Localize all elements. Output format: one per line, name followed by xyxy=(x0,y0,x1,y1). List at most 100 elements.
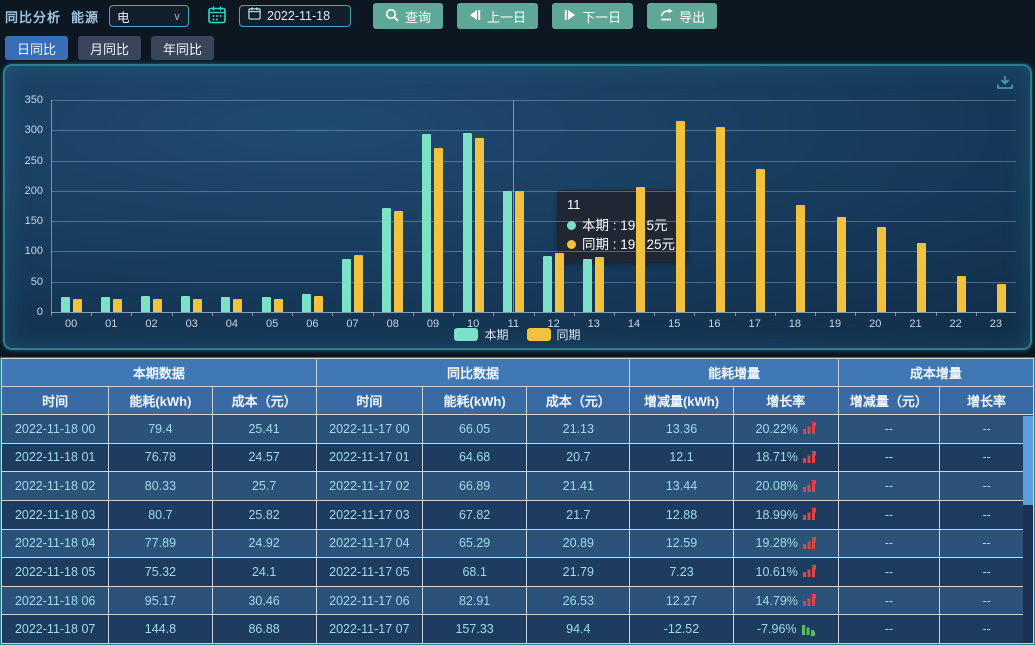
bar-group-03[interactable] xyxy=(172,100,212,312)
calendar-button[interactable] xyxy=(205,4,229,28)
bar-group-01[interactable] xyxy=(91,100,131,312)
legend-item-current[interactable]: 本期 xyxy=(454,326,509,343)
bar-previous-21[interactable] xyxy=(916,243,926,312)
tab-month-yoy[interactable]: 月同比 xyxy=(78,36,142,60)
bar-current-09[interactable] xyxy=(422,134,432,312)
bar-group-23[interactable] xyxy=(976,100,1016,312)
bar-previous-20[interactable] xyxy=(876,227,886,312)
x-axis-tick xyxy=(694,312,696,316)
cell-yoy_kwh: 66.05 xyxy=(421,414,528,444)
bar-current-06[interactable] xyxy=(301,294,311,312)
bar-current-13[interactable] xyxy=(583,259,593,312)
column-header-6: 增减量(kWh) xyxy=(629,386,734,415)
tooltip-title: 11 xyxy=(567,197,581,212)
bar-previous-04[interactable] xyxy=(233,299,243,312)
bar-group-13[interactable] xyxy=(574,100,614,312)
bar-previous-07[interactable] xyxy=(354,255,364,312)
bar-current-02[interactable] xyxy=(141,296,150,312)
legend-label-current: 本期 xyxy=(484,328,509,342)
date-input[interactable]: 2022-11-18 xyxy=(239,5,352,27)
x-axis-tick-label: 01 xyxy=(105,318,118,330)
bar-current-01[interactable] xyxy=(100,297,110,312)
bar-group-07[interactable] xyxy=(332,100,372,312)
bar-group-19[interactable] xyxy=(815,100,855,312)
bar-group-22[interactable] xyxy=(936,100,976,312)
bar-previous-09[interactable] xyxy=(434,148,444,312)
tab-year-yoy[interactable]: 年同比 xyxy=(151,36,215,60)
bar-previous-12[interactable] xyxy=(555,253,565,312)
bar-previous-02[interactable] xyxy=(153,299,162,312)
next-day-button[interactable]: 下一日 xyxy=(552,3,634,29)
bar-group-14[interactable] xyxy=(614,100,654,312)
bar-previous-01[interactable] xyxy=(112,299,122,312)
bar-group-20[interactable] xyxy=(855,100,895,312)
bar-current-11[interactable] xyxy=(502,191,512,312)
bar-previous-17[interactable] xyxy=(756,169,766,312)
tooltip-previous-text: 同期 : 199.25元 xyxy=(582,237,676,252)
query-button[interactable]: 查询 xyxy=(373,3,444,29)
save-image-icon[interactable] xyxy=(996,75,1014,95)
energy-select-value: 电 xyxy=(117,10,130,25)
table-scrollbar-track[interactable] xyxy=(1023,416,1033,643)
cell-kwh: 79.4 xyxy=(108,414,213,444)
table-scrollbar-thumb[interactable] xyxy=(1023,416,1033,505)
bar-group-15[interactable] xyxy=(654,100,694,312)
trend-up-icon xyxy=(802,594,816,607)
bar-current-00[interactable] xyxy=(60,297,70,312)
bar-current-10[interactable] xyxy=(462,133,472,312)
bar-previous-06[interactable] xyxy=(313,296,323,312)
bar-current-07[interactable] xyxy=(342,259,352,312)
bar-group-04[interactable] xyxy=(212,100,252,312)
bar-previous-00[interactable] xyxy=(72,299,82,312)
bar-previous-10[interactable] xyxy=(474,138,484,312)
bar-previous-18[interactable] xyxy=(796,205,806,312)
bar-previous-08[interactable] xyxy=(394,211,404,312)
bar-group-18[interactable] xyxy=(775,100,815,312)
bar-previous-03[interactable] xyxy=(193,299,203,312)
tab-day-yoy[interactable]: 日同比 xyxy=(5,36,69,60)
bar-group-00[interactable] xyxy=(51,100,91,312)
bar-group-11[interactable] xyxy=(493,100,533,312)
bar-group-21[interactable] xyxy=(895,100,935,312)
chevron-down-icon: ∨ xyxy=(172,10,182,23)
bar-current-12[interactable] xyxy=(543,256,553,312)
bar-current-03[interactable] xyxy=(181,296,191,312)
bar-current-08[interactable] xyxy=(382,208,392,312)
legend-item-previous[interactable]: 同期 xyxy=(526,326,581,343)
bar-current-04[interactable] xyxy=(221,297,231,312)
bar-group-12[interactable] xyxy=(534,100,574,312)
bar-group-08[interactable] xyxy=(373,100,413,312)
bar-group-02[interactable] xyxy=(131,100,171,312)
cell-rate: 20.22% xyxy=(732,414,839,444)
bar-previous-14[interactable] xyxy=(635,187,645,312)
x-axis-tick xyxy=(332,312,334,316)
bar-group-17[interactable] xyxy=(735,100,775,312)
legend-swatch-previous xyxy=(526,328,551,341)
bar-group-10[interactable] xyxy=(453,100,493,312)
cell-rate: 19.28% xyxy=(732,528,839,559)
bar-current-05[interactable] xyxy=(261,297,271,312)
bar-group-05[interactable] xyxy=(252,100,292,312)
group-header-current: 本期数据 xyxy=(1,358,317,387)
bar-group-06[interactable] xyxy=(292,100,332,312)
bar-group-09[interactable] xyxy=(413,100,453,312)
yoy-bar-chart: 11 本期 : 199.5元 同期 : 199.25元 050100150200… xyxy=(3,64,1032,350)
bar-previous-15[interactable] xyxy=(675,121,685,312)
bar-previous-11[interactable] xyxy=(514,191,524,312)
prev-day-button[interactable]: 上一日 xyxy=(457,3,539,29)
energy-select[interactable]: 电 ∨ xyxy=(109,5,190,27)
bar-previous-13[interactable] xyxy=(595,257,605,312)
bar-previous-05[interactable] xyxy=(273,299,283,312)
bar-previous-19[interactable] xyxy=(836,217,846,312)
cell-kwh: 75.32 xyxy=(108,557,213,587)
bar-previous-16[interactable] xyxy=(715,127,725,312)
bar-previous-22[interactable] xyxy=(957,276,967,312)
y-axis-tick-label: 300 xyxy=(24,124,43,137)
bar-previous-23[interactable] xyxy=(997,284,1007,312)
bar-group-16[interactable] xyxy=(694,100,734,312)
export-button[interactable]: 导出 xyxy=(647,3,718,29)
plot-area: 11 本期 : 199.5元 同期 : 199.25元 050100150200… xyxy=(25,94,1016,330)
cell-time: 2022-11-18 02 xyxy=(0,471,110,501)
prev-day-button-label: 上一日 xyxy=(487,9,527,25)
x-axis-tick xyxy=(855,312,857,316)
